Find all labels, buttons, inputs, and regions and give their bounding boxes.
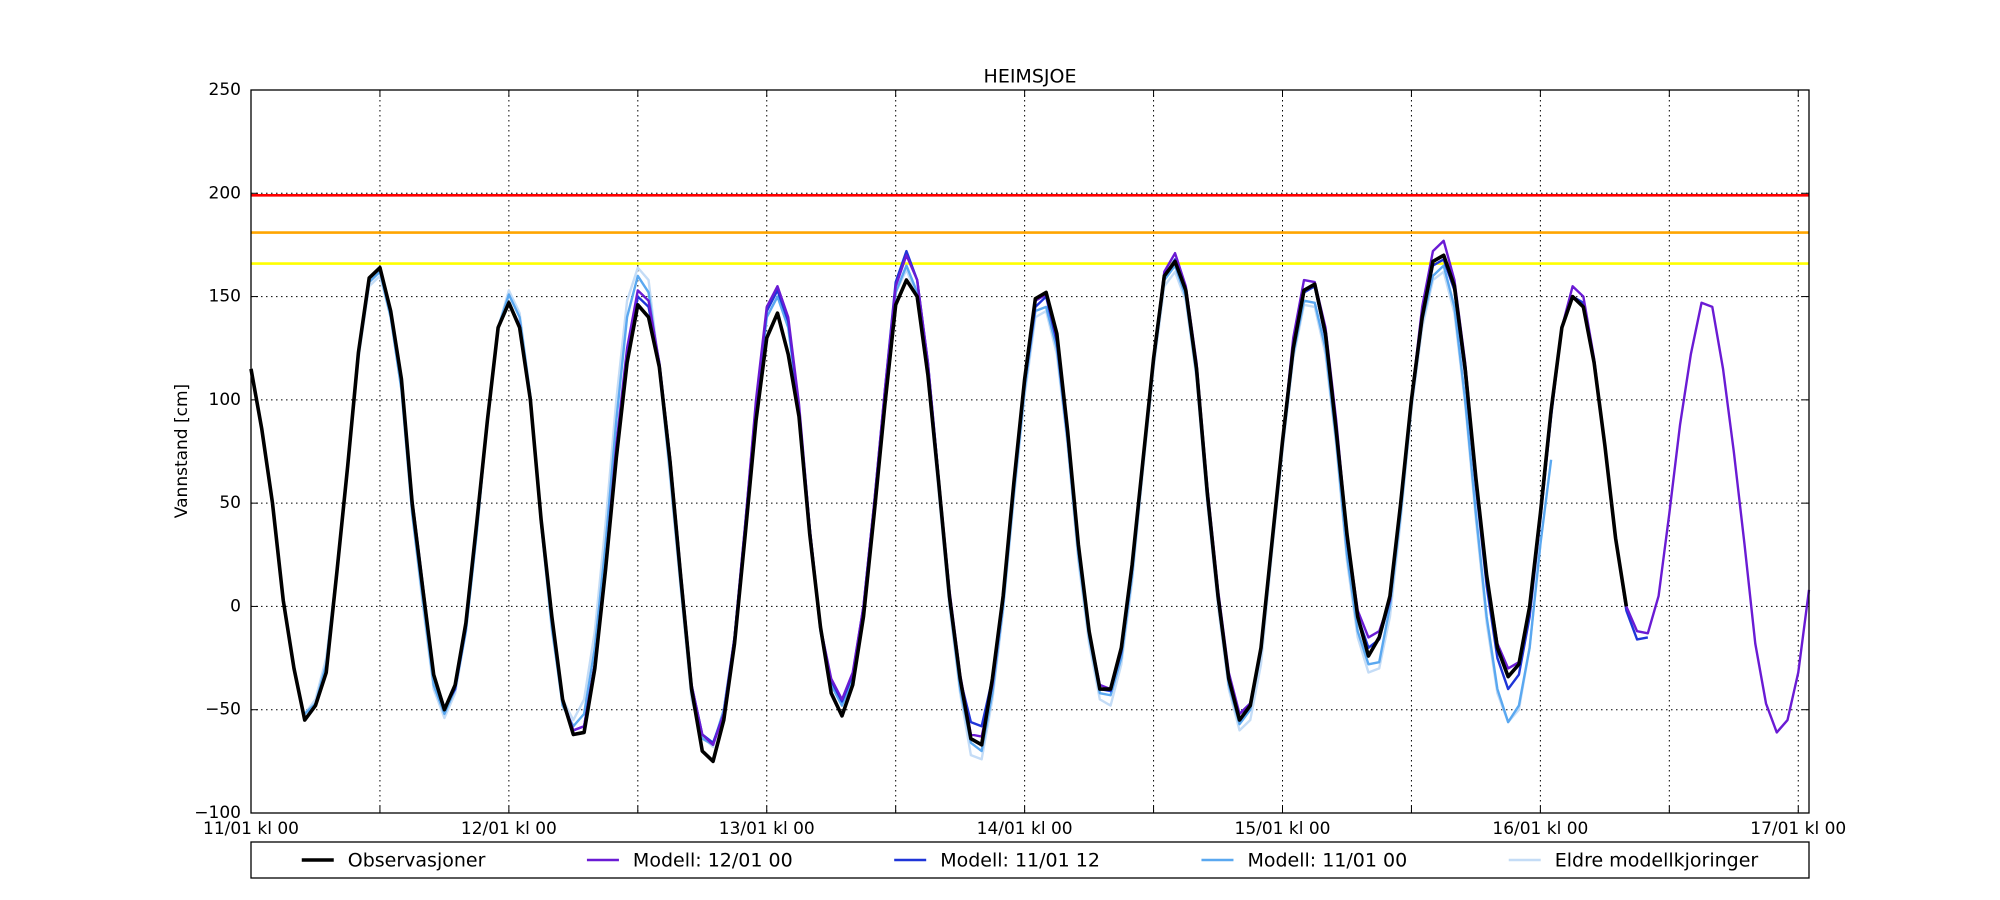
chart-title: HEIMSJOE — [984, 66, 1077, 88]
plot-frame — [250, 89, 1810, 814]
x-tick-label: 17/01 kl 00 — [1750, 819, 1846, 839]
y-tick-label: 50 — [219, 493, 241, 513]
legend-item: Modell: 11/01 12 — [894, 850, 1100, 872]
y-tick-label: −100 — [194, 803, 241, 823]
legend-label: Modell: 11/01 00 — [1247, 850, 1407, 872]
legend-label: Observasjoner — [348, 850, 486, 872]
x-tick-label: 15/01 kl 00 — [1235, 819, 1331, 839]
y-tick-label: 250 — [209, 80, 241, 100]
y-axis-label: Vannstand [cm] — [172, 384, 192, 518]
x-tick-label: 13/01 kl 00 — [719, 819, 815, 839]
y-tick-label: 200 — [209, 183, 241, 203]
x-tick-label: 14/01 kl 00 — [977, 819, 1073, 839]
legend-item: Modell: 11/01 00 — [1201, 850, 1407, 872]
x-tick-label: 16/01 kl 00 — [1492, 819, 1588, 839]
y-tick-label: 100 — [209, 390, 241, 410]
x-tick-label: 11/01 kl 00 — [203, 819, 299, 839]
legend-label: Eldre modellkjoringer — [1555, 850, 1759, 872]
legend-box — [250, 841, 1810, 879]
y-tick-label: 150 — [209, 287, 241, 307]
legend-label: Modell: 12/01 00 — [633, 850, 793, 872]
x-tick-label: 12/01 kl 00 — [461, 819, 557, 839]
series-line — [303, 264, 1553, 753]
legend-label: Modell: 11/01 12 — [940, 850, 1100, 872]
y-tick-label: −50 — [205, 700, 241, 720]
legend-item: Eldre modellkjoringer — [1508, 850, 1759, 872]
series-line — [249, 253, 1629, 764]
legend-item: Modell: 12/01 00 — [586, 850, 793, 872]
y-tick-label: 0 — [230, 596, 241, 616]
legend-item: Observasjoner — [301, 850, 486, 872]
